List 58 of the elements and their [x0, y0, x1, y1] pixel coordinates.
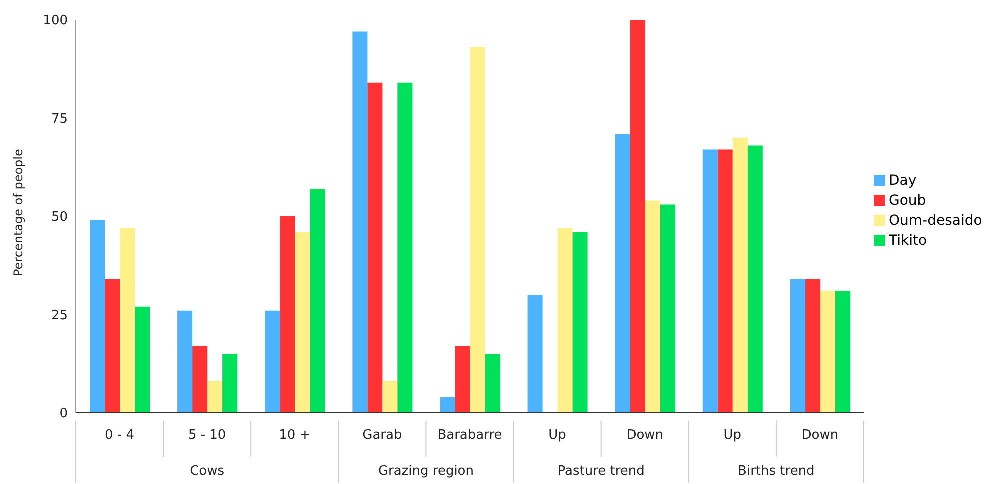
legend-label: Day: [889, 172, 917, 188]
x-tick-label: Garab: [362, 428, 402, 443]
bar: [615, 134, 630, 413]
bar: [835, 291, 850, 413]
legend-label: Tikito: [889, 232, 928, 248]
bar: [208, 382, 223, 413]
text: Grazing region: [378, 464, 474, 479]
x-tick-label: Barabarre: [438, 428, 502, 443]
bar: [790, 279, 806, 413]
bar: [470, 48, 486, 413]
y-tick-label: 50: [51, 210, 68, 226]
y-tick-label: 0: [60, 406, 68, 422]
bar: [820, 291, 836, 413]
bar: [558, 228, 573, 413]
bar: [382, 382, 398, 413]
bar: [105, 279, 120, 413]
bar: [398, 82, 413, 413]
bar: [280, 216, 296, 413]
y-tick-label: 25: [51, 308, 68, 324]
bar: [732, 138, 748, 413]
bar: [368, 82, 383, 413]
y-tick-label: 75: [51, 112, 68, 127]
bar: [630, 20, 646, 413]
x-tick-label: Up: [548, 428, 566, 443]
x-tick-label: Down: [802, 428, 839, 443]
x-tick-label: 5 - 10: [188, 428, 226, 443]
x-tick-label: 10 +: [279, 428, 311, 443]
bar: [572, 232, 588, 413]
x-tick-label: Up: [724, 428, 742, 443]
text: Births trend: [738, 464, 815, 479]
text: Pasture trend: [558, 464, 645, 479]
bar: [660, 204, 676, 413]
bar: [90, 220, 106, 413]
bar: [440, 397, 456, 413]
y-tick-label: 100: [43, 14, 68, 29]
bar: [702, 150, 718, 413]
bar: [748, 146, 763, 413]
bar: [265, 310, 280, 413]
x-tick-label: Down: [626, 428, 664, 443]
bar: [310, 188, 326, 413]
bar: [528, 295, 543, 413]
bar: [192, 346, 208, 413]
bar: [295, 232, 310, 413]
bar: [178, 310, 193, 413]
bar: [135, 306, 150, 413]
legend-label: Oum-desaido: [889, 212, 982, 228]
legend-label: Goub: [889, 192, 926, 208]
x-tick-label: 0 - 4: [105, 428, 135, 443]
text: Cows: [190, 464, 225, 479]
y-axis-title: Percentage of people: [11, 149, 26, 276]
bar: [718, 150, 733, 413]
bar: [455, 346, 470, 413]
bar: [120, 228, 136, 413]
bar: [222, 354, 238, 413]
bar: [805, 279, 820, 413]
bar: [485, 354, 500, 413]
bar: [352, 32, 368, 413]
bar: [645, 200, 660, 413]
